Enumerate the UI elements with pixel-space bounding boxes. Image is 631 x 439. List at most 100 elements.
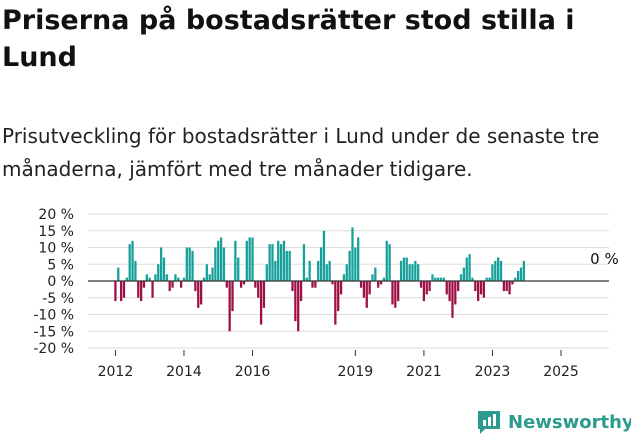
grid-lines [88,213,609,349]
newsworthy-chart-icon [478,411,500,434]
bar-negative [334,281,337,325]
bar-negative [451,281,454,318]
bar-positive [182,277,186,281]
x-tick-label: 2021 [406,364,442,380]
bar-positive [245,240,248,281]
bar-positive [437,277,440,281]
bar-positive [351,227,354,281]
bar-positive [491,264,494,281]
x-tick-label: 2025 [543,364,579,380]
y-tick-label: 15 % [38,224,74,240]
bar-positive [145,274,148,281]
bar-negative [194,281,197,292]
bar-positive [522,260,525,281]
bar-positive [277,240,280,281]
bar-positive [248,237,251,281]
bar-positive [234,240,237,281]
bar-negative [457,281,460,292]
bar-positive [128,244,131,281]
bar-chart: 20 %15 %10 %5 %0 %-5 %-10 %-15 %-20 % 20… [33,207,619,380]
bar-positive [279,244,283,281]
x-tick-label: 2016 [235,364,271,380]
bar-positive [494,260,497,281]
bar-positive [274,260,277,281]
bar-positive [408,264,411,281]
x-axis-ticks: 2012 2014 2016 2019 2021 2023 2025 [98,350,579,380]
bar-positive [468,254,471,281]
bar-positive [148,277,151,281]
bar-negative [448,281,451,302]
bar-positive [434,277,437,281]
bar-negative [171,281,174,288]
bar-positive [471,277,474,281]
bar-negative [179,281,183,288]
latest-value-label: 0 % [590,250,619,268]
bar-positive [371,274,374,281]
bar-negative [242,281,246,285]
bar-negative [379,281,383,285]
bar-negative [391,281,394,305]
bar-positive [205,264,208,281]
bar-negative [445,281,448,295]
bar-positive [222,247,226,281]
bar-positive [134,260,137,281]
bar-negative [114,281,117,302]
bar-positive [282,240,286,281]
bar-negative [151,281,154,298]
bar-negative [508,281,511,295]
x-tick-label: 2019 [338,364,374,380]
bar-positive [388,244,391,281]
bar-positive [305,277,308,281]
bar-negative [365,281,368,308]
bar-negative [359,281,363,288]
bar-negative [291,281,294,292]
bar-positive [202,277,206,281]
bar-negative [139,281,143,302]
bar-positive [117,267,120,281]
bar-positive [462,267,466,281]
bar-negative [225,281,228,288]
bar-positive [188,247,191,281]
bar-negative [119,281,123,302]
bar-negative [339,281,343,295]
bar-positive [271,244,274,281]
bar-negative [137,281,140,298]
bar-positive [265,264,268,281]
bar-positive [499,260,503,281]
x-tick-label: 2023 [475,364,511,380]
bar-positive [322,230,326,281]
bar-positive [251,237,254,281]
bar-negative [239,281,243,288]
bar-negative [142,281,146,288]
y-tick-label: -20 % [33,341,74,357]
bar-negative [231,281,234,312]
brand-name: Newsworthy [508,411,631,433]
bar-positive [328,260,331,281]
x-tick-label: 2012 [98,364,134,380]
bar-positive [319,247,323,281]
bar-positive [317,260,320,281]
bar-positive [325,264,328,281]
bar-negative [228,281,231,332]
bar-negative [311,281,314,288]
annotations: 0 % [590,250,619,268]
bar-positive [157,264,160,281]
bar-negative [479,281,483,295]
y-axis-tick-labels: 20 %15 %10 %5 %0 %-5 %-10 %-15 %-20 % [33,207,74,357]
bar-positive [382,277,386,281]
bar-positive [174,274,177,281]
bar-positive [414,260,417,281]
bar-negative [199,281,203,305]
bar-negative [299,281,303,302]
x-tick-label: 2014 [166,364,202,380]
bar-positive [125,277,128,281]
bar-positive [402,257,406,281]
bar-positive [431,274,434,281]
y-tick-label: 0 % [47,274,74,290]
bar-positive [285,250,288,281]
bar-negative [394,281,397,308]
bar-negative [419,281,423,288]
bar-negative [428,281,431,292]
bar-positive [217,240,220,281]
bar-negative [505,281,508,292]
